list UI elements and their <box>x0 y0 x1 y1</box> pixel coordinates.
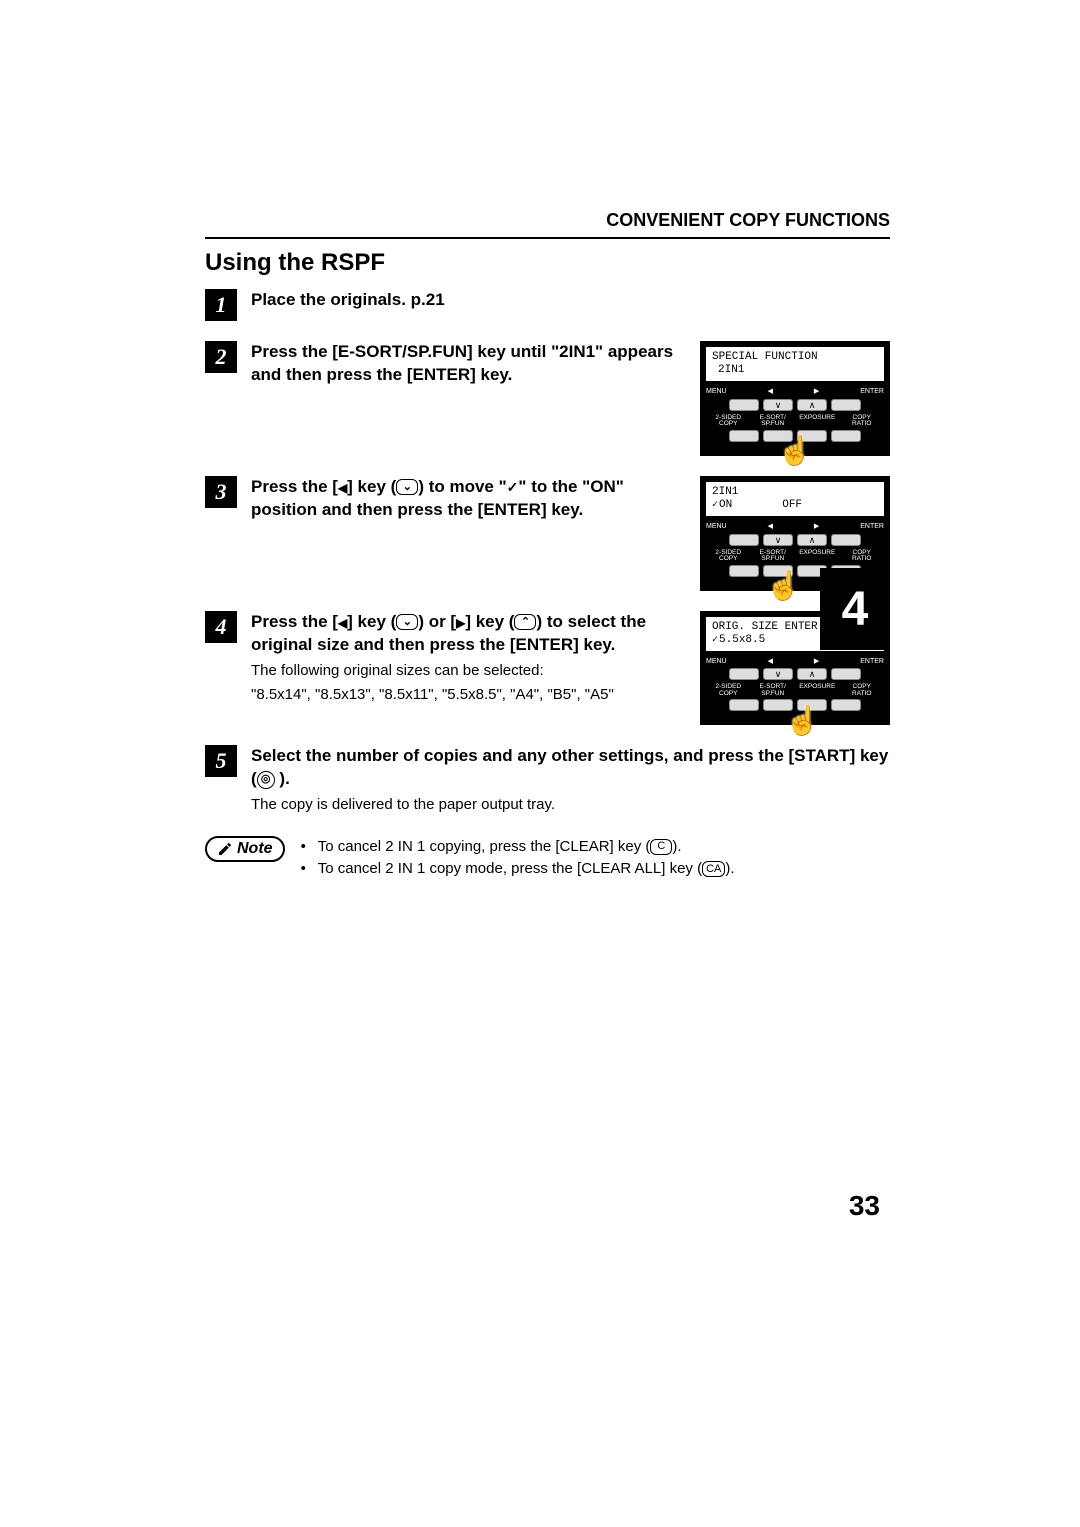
left-triangle-icon <box>338 612 347 631</box>
section-title: Using the RSPF <box>205 249 890 277</box>
lcd-line1: 2IN1 <box>712 486 878 499</box>
check-icon <box>712 499 719 511</box>
arrow-left-icon: ◀ <box>768 387 773 396</box>
lcd-display: SPECIAL FUNCTION 2IN1 <box>706 347 884 381</box>
manual-page: CONVENIENT COPY FUNCTIONS Using the RSPF… <box>0 0 1080 881</box>
panel-button <box>729 399 759 411</box>
panel-button: ∨ <box>763 399 793 411</box>
step-4-subtext1: The following original sizes can be sele… <box>251 661 680 681</box>
panel-button: ∨ <box>763 534 793 546</box>
panel-button: ∧ <box>797 668 827 680</box>
pointing-hand-icon: ☝ <box>766 567 801 605</box>
pencil-icon <box>217 841 233 857</box>
panel-button <box>831 430 861 442</box>
step-4: 4 Press the [] key (⌄) or [] key (⌃) to … <box>205 611 890 726</box>
lcd-line2: 5.5x8.5 <box>719 634 765 646</box>
step-number: 5 <box>205 745 237 777</box>
arrow-right-icon: ▶ <box>814 522 819 531</box>
menu-label: MENU <box>706 387 727 396</box>
chapter-tab: 4 <box>820 568 890 650</box>
left-key-icon: ⌄ <box>396 479 418 495</box>
check-icon <box>712 634 719 646</box>
step-2-text: Press the [E-SORT/SP.FUN] key until "2IN… <box>251 341 680 387</box>
header-rule <box>205 237 890 239</box>
lcd-on: ON <box>719 499 732 511</box>
label-2sided: 2-SIDEDCOPY <box>706 684 751 697</box>
left-key-icon: ⌄ <box>396 614 418 630</box>
arrow-right-icon: ▶ <box>814 657 819 666</box>
right-key-icon: ⌃ <box>514 614 536 630</box>
page-number: 33 <box>849 1190 880 1222</box>
step-3-text: Press the [] key (⌄) to move "" to the "… <box>251 477 624 519</box>
arrow-right-icon: ▶ <box>814 387 819 396</box>
page-header: CONVENIENT COPY FUNCTIONS <box>205 210 890 231</box>
panel-button <box>831 699 861 711</box>
lcd-off: OFF <box>782 499 802 511</box>
lcd-line2: 2IN1 <box>718 364 878 377</box>
panel-button <box>729 565 759 577</box>
step-1: 1 Place the originals. p.21 <box>205 289 890 321</box>
arrow-left-icon: ◀ <box>768 657 773 666</box>
enter-label: ENTER <box>860 522 884 531</box>
step-5-text: Select the number of copies and any othe… <box>251 746 888 788</box>
label-2sided: 2-SIDEDCOPY <box>706 415 751 428</box>
enter-label: ENTER <box>860 387 884 396</box>
panel-button: ∨ <box>763 668 793 680</box>
panel-button: ∧ <box>797 534 827 546</box>
step-4-text: Press the [] key (⌄) or [] key (⌃) to se… <box>251 612 646 654</box>
left-triangle-icon <box>338 477 347 496</box>
panel-button <box>831 668 861 680</box>
label-ratio: COPYRATIO <box>840 684 885 697</box>
lcd-line1: SPECIAL FUNCTION <box>712 351 878 364</box>
pointing-hand-icon: ☝ <box>778 432 813 470</box>
clear-key-icon: C <box>650 839 672 855</box>
step-number: 4 <box>205 611 237 643</box>
step-2: 2 Press the [E-SORT/SP.FUN] key until "2… <box>205 341 890 456</box>
label-esort: E-SORT/SP.FUN <box>751 415 796 428</box>
panel-button <box>831 399 861 411</box>
label-ratio: COPYRATIO <box>840 550 885 563</box>
note-item-2: To cancel 2 IN 1 copy mode, press the [C… <box>301 858 735 881</box>
control-panel-diagram: SPECIAL FUNCTION 2IN1 MENU ◀ ▶ ENTER ∨ <box>700 341 890 456</box>
pointing-hand-icon: ☝ <box>785 702 820 740</box>
menu-label: MENU <box>706 657 727 666</box>
note-badge: Note <box>205 836 285 862</box>
panel-button <box>729 534 759 546</box>
step-1-text: Place the originals. p.21 <box>251 289 890 312</box>
lcd-display: 2IN1 ON OFF <box>706 482 884 516</box>
start-key-icon: ◎ <box>257 771 275 789</box>
panel-button <box>729 699 759 711</box>
enter-label: ENTER <box>860 657 884 666</box>
note-item-1: To cancel 2 IN 1 copying, press the [CLE… <box>301 836 735 859</box>
clear-all-key-icon: CA <box>702 861 725 877</box>
label-ratio: COPYRATIO <box>840 415 885 428</box>
checkmark-icon <box>507 477 519 496</box>
panel-button <box>831 534 861 546</box>
label-exposure: EXPOSURE <box>795 550 840 563</box>
step-3: 3 Press the [] key (⌄) to move "" to the… <box>205 476 890 591</box>
note-label: Note <box>237 840 273 858</box>
arrow-left-icon: ◀ <box>768 522 773 531</box>
right-triangle-icon <box>456 612 465 631</box>
label-exposure: EXPOSURE <box>795 684 840 697</box>
label-esort: E-SORT/SP.FUN <box>751 550 796 563</box>
panel-button <box>729 668 759 680</box>
note-block: Note To cancel 2 IN 1 copying, press the… <box>205 836 890 881</box>
step-number: 2 <box>205 341 237 373</box>
step-number: 3 <box>205 476 237 508</box>
label-esort: E-SORT/SP.FUN <box>751 684 796 697</box>
label-2sided: 2-SIDEDCOPY <box>706 550 751 563</box>
step-5-subtext: The copy is delivered to the paper outpu… <box>251 795 890 815</box>
step-5: 5 Select the number of copies and any ot… <box>205 745 890 815</box>
panel-button: ∧ <box>797 399 827 411</box>
step-number: 1 <box>205 289 237 321</box>
panel-button <box>729 430 759 442</box>
menu-label: MENU <box>706 522 727 531</box>
note-list: To cancel 2 IN 1 copying, press the [CLE… <box>301 836 735 881</box>
label-exposure: EXPOSURE <box>795 415 840 428</box>
step-4-subtext2: "8.5x14", "8.5x13", "8.5x11", "5.5x8.5",… <box>251 685 680 705</box>
